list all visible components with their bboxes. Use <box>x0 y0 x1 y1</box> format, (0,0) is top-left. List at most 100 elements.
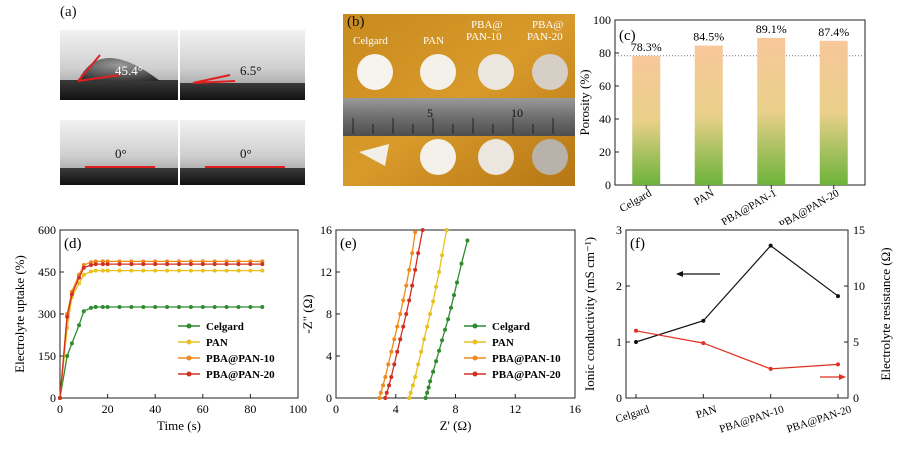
chart-d-uptake: 0 20 40 60 80 100 0 150 300 450 600 Time (s) Electro… <box>12 223 307 433</box>
bar-Celgard <box>632 55 661 186</box>
data-point <box>105 268 110 273</box>
data-point <box>224 259 229 264</box>
data-point <box>212 268 217 273</box>
data-point <box>416 251 421 256</box>
x-tick-label: Celgard <box>614 403 651 425</box>
panel-b-svg: Celgard PAN PBA@ PAN-10 PBA@ PAN-20 5 10 <box>343 14 575 186</box>
data-point <box>836 362 840 367</box>
ruler-mark-5: 5 <box>427 106 433 120</box>
x-tick-label: 0 <box>333 402 339 416</box>
legend-label: Celgard <box>492 321 530 333</box>
legend-label: PAN <box>206 337 228 349</box>
data-point <box>93 268 98 273</box>
data-point <box>93 259 98 264</box>
data-point <box>383 396 388 400</box>
data-point <box>165 305 170 309</box>
series-line-PBA@PAN-10 <box>378 232 416 399</box>
x-tick-label: 100 <box>289 402 307 416</box>
bar-PBA@PAN-1 <box>757 37 786 185</box>
data-point <box>153 259 158 264</box>
data-point <box>200 305 205 309</box>
data-label: 84.5% <box>693 30 724 44</box>
data-point <box>768 366 773 371</box>
y-tick-label: 450 <box>38 265 56 279</box>
x-tick-label: Celgard <box>618 187 655 215</box>
data-point <box>260 268 265 273</box>
data-point <box>408 390 413 395</box>
data-point <box>100 268 105 273</box>
data-point <box>410 251 415 256</box>
data-point <box>389 375 394 379</box>
sample-label-pba20: PBA@ PAN-20 <box>527 19 564 43</box>
data-point <box>141 259 146 264</box>
data-point <box>177 262 181 267</box>
data-point <box>425 324 430 329</box>
data-point <box>387 383 392 388</box>
data-label: 87.4% <box>818 25 849 39</box>
data-point <box>77 323 82 328</box>
data-point <box>177 268 181 273</box>
legend-marker <box>186 371 192 377</box>
y-tick-label: 0 <box>605 178 611 192</box>
data-point <box>440 253 445 258</box>
data-point <box>413 230 418 235</box>
data-point <box>200 259 205 264</box>
data-point <box>413 375 418 379</box>
chart-c-porosity: 0 20 40 60 80 100 Porosity (%) 78.3% Celgard 84.5… <box>577 13 866 225</box>
data-point <box>416 362 421 367</box>
data-point <box>452 293 457 298</box>
data-point <box>236 262 241 267</box>
x-tick-label: 20 <box>102 402 114 416</box>
data-point <box>449 305 454 310</box>
data-point <box>384 390 389 395</box>
data-point <box>200 262 205 267</box>
panel-label: (c) <box>619 28 636 44</box>
data-point <box>413 267 418 272</box>
data-point <box>153 268 158 273</box>
data-point <box>386 362 391 367</box>
data-point <box>105 262 110 267</box>
y-tick-label: 16 <box>320 223 332 237</box>
data-point <box>428 379 433 384</box>
y-axis-label: Ionic conductivity (mS cm⁻¹) <box>582 237 597 391</box>
x-tick-label: 80 <box>244 402 256 416</box>
data-point <box>200 268 205 273</box>
disc-pba10-top <box>478 54 514 90</box>
data-point <box>188 268 193 273</box>
data-point <box>420 228 425 232</box>
legend-marker <box>472 323 478 329</box>
data-point <box>100 305 105 309</box>
data-point <box>248 259 253 264</box>
data-point <box>165 262 170 267</box>
y-tick-label: 0 <box>616 391 622 405</box>
x-tick-label: 12 <box>509 402 521 416</box>
panel-label: (e) <box>340 236 357 252</box>
angle-label-1: 45.4° <box>115 63 143 78</box>
data-point <box>398 337 403 342</box>
data-point <box>88 269 93 274</box>
data-point <box>434 359 439 364</box>
data-point <box>428 312 433 316</box>
chart-e-nyquist: 0 4 8 12 16 0 4 8 12 16 Z' (Ω) -Z" (Ω) Celgard PAN PBA… <box>300 223 581 433</box>
series-line-PBA@PAN-20 <box>384 229 424 399</box>
y-tick-label: 4 <box>326 349 332 363</box>
data-point <box>81 265 86 270</box>
data-point <box>81 263 86 267</box>
data-point <box>392 337 397 342</box>
data-point <box>77 275 82 280</box>
x-axis-label: Time (s) <box>157 418 201 433</box>
data-point <box>177 259 181 264</box>
panel-a-label: (a) <box>60 4 77 20</box>
data-point <box>260 259 265 264</box>
data-point <box>141 305 146 309</box>
data-point <box>165 268 170 273</box>
data-point <box>407 396 412 400</box>
data-point <box>404 283 409 288</box>
data-point <box>188 305 193 309</box>
data-point <box>236 305 241 309</box>
x-tick-label: 40 <box>149 402 161 416</box>
data-point <box>105 259 110 264</box>
data-point <box>65 354 70 358</box>
data-point <box>153 305 158 309</box>
x-tick-label: 60 <box>197 402 209 416</box>
